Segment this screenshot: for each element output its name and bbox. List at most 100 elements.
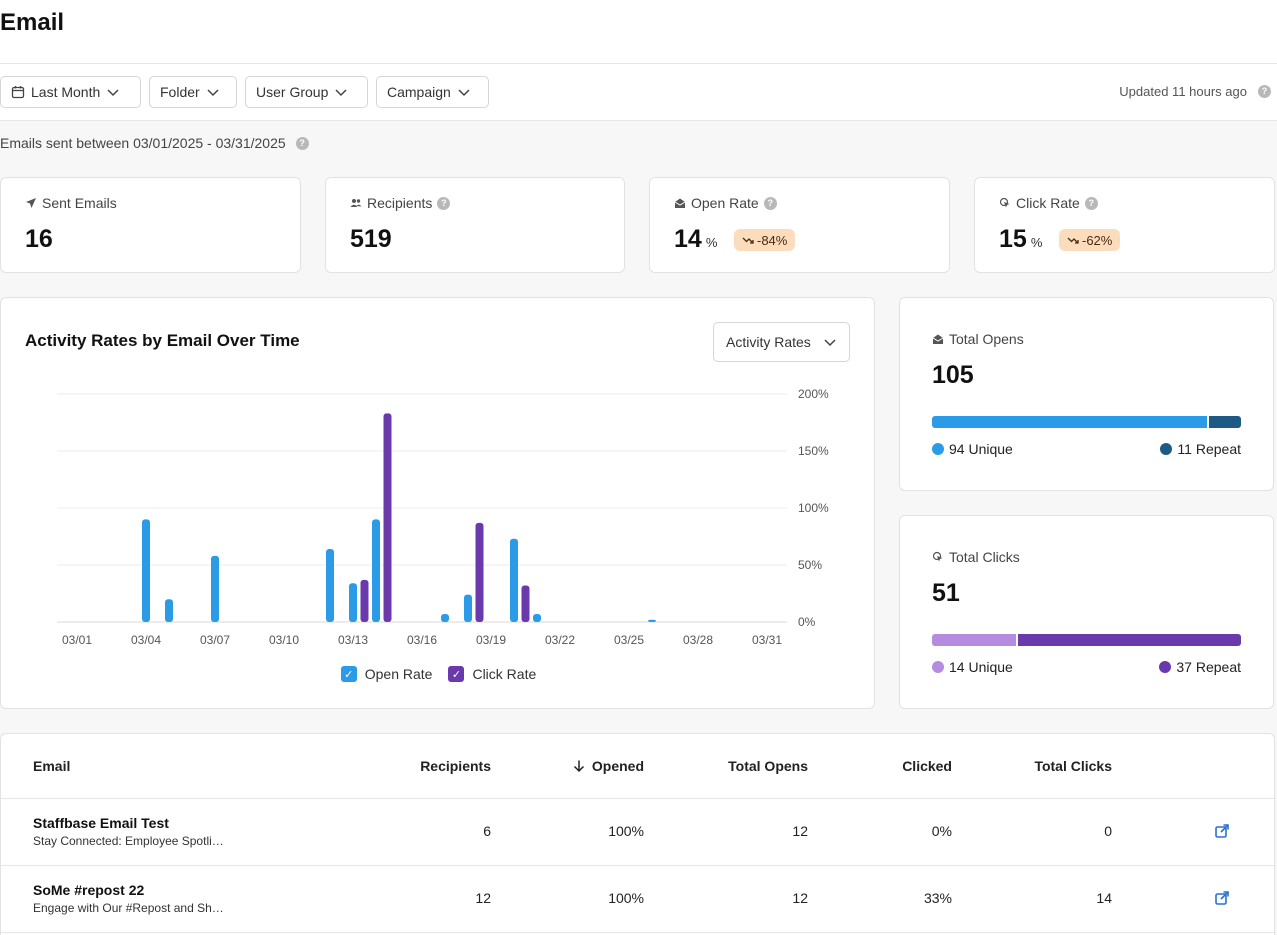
x-tick-label: 03/10 bbox=[269, 633, 299, 647]
kpi-card-open-rate: Open Rate ? 14% -84% bbox=[649, 177, 950, 273]
chevron-down-icon bbox=[207, 89, 219, 97]
table-row[interactable]: SoMe #repost 22 Engage with Our #Repost … bbox=[1, 866, 1274, 933]
cursor-click-icon bbox=[932, 551, 943, 562]
column-header-clicked[interactable]: Clicked bbox=[902, 758, 952, 774]
trend-badge: -62% bbox=[1059, 229, 1121, 251]
cell-total-opens: 12 bbox=[792, 890, 808, 906]
opens-repeat-segment bbox=[1208, 416, 1241, 428]
help-icon[interactable]: ? bbox=[437, 196, 451, 210]
checkbox-checked-icon[interactable]: ✓ bbox=[448, 666, 465, 682]
column-header-total-opens[interactable]: Total Opens bbox=[728, 758, 808, 774]
legend-open-rate[interactable]: ✓ Open Rate bbox=[340, 666, 432, 682]
cell-clicked: 0% bbox=[931, 823, 952, 839]
dot-icon bbox=[932, 443, 944, 455]
kpi-label: Sent Emails bbox=[25, 195, 117, 211]
recipients-label: Recipients bbox=[367, 195, 433, 211]
open-rate-bar bbox=[441, 614, 449, 622]
table-row[interactable]: Staffbase Email Test Stay Connected: Emp… bbox=[1, 799, 1274, 866]
email-table: Email Recipients Opened Total Opens Clic… bbox=[0, 733, 1275, 935]
legend-click-rate[interactable]: ✓ Click Rate bbox=[448, 666, 536, 682]
dot-icon bbox=[1159, 661, 1172, 673]
page-title: Email bbox=[0, 9, 65, 36]
date-range-filter[interactable]: Last Month bbox=[0, 76, 141, 108]
cell-opened: 100% bbox=[608, 823, 644, 839]
chart-metric-select-label: Activity Rates bbox=[726, 334, 811, 350]
help-icon[interactable]: ? bbox=[1084, 196, 1098, 210]
send-icon bbox=[26, 198, 36, 208]
chart-metric-select[interactable]: Activity Rates bbox=[713, 322, 850, 362]
kpi-card-click-rate: Click Rate ? 15% -62% bbox=[974, 177, 1275, 273]
checkbox-checked-icon[interactable]: ✓ bbox=[340, 666, 357, 682]
x-tick-label: 03/07 bbox=[200, 633, 230, 647]
total-opens-label: Total Opens bbox=[932, 331, 1024, 347]
x-tick-label: 03/31 bbox=[752, 633, 782, 647]
clicks-repeat-segment bbox=[1018, 634, 1241, 646]
click-rate-bar bbox=[360, 579, 369, 622]
folder-filter[interactable]: Folder bbox=[149, 76, 237, 108]
user-group-filter[interactable]: User Group bbox=[245, 76, 368, 108]
total-clicks-label: Total Clicks bbox=[932, 549, 1020, 565]
kpi-label: Recipients ? bbox=[350, 195, 451, 211]
x-tick-label: 03/22 bbox=[545, 633, 575, 647]
activity-chart-card: Activity Rates by Email Over Time Activi… bbox=[0, 297, 875, 709]
cell-recipients: 6 bbox=[483, 823, 491, 839]
trend-badge: -84% bbox=[734, 229, 796, 251]
open-rate-bar bbox=[372, 519, 380, 622]
help-icon[interactable]: ? bbox=[763, 196, 777, 210]
y-tick-label: 150% bbox=[798, 444, 829, 458]
open-rate-bar bbox=[648, 619, 656, 622]
external-link-icon[interactable] bbox=[1214, 823, 1230, 839]
chevron-down-icon bbox=[335, 89, 347, 97]
cell-total-clicks: 0 bbox=[1104, 823, 1112, 839]
clicks-unique-segment bbox=[932, 634, 1017, 646]
chevron-down-icon bbox=[458, 89, 470, 97]
help-icon[interactable]: ? bbox=[295, 136, 309, 150]
arrow-down-icon bbox=[573, 760, 584, 773]
opens-unique-text: 94 Unique bbox=[949, 441, 1013, 457]
envelope-open-icon bbox=[932, 334, 944, 344]
cell-opened: 100% bbox=[608, 890, 644, 906]
column-header-recipients[interactable]: Recipients bbox=[420, 758, 491, 774]
help-icon[interactable]: ? bbox=[1258, 85, 1271, 98]
sent-emails-value: 16 bbox=[25, 225, 53, 253]
open-rate-bar bbox=[510, 538, 518, 622]
x-tick-label: 03/19 bbox=[476, 633, 506, 647]
calendar-icon bbox=[11, 86, 25, 99]
chevron-down-icon bbox=[107, 89, 119, 97]
clicks-breakdown-bar bbox=[932, 634, 1241, 646]
column-header-total-clicks[interactable]: Total Clicks bbox=[1034, 758, 1112, 774]
x-tick-label: 03/13 bbox=[338, 633, 368, 647]
y-tick-label: 0% bbox=[798, 615, 816, 629]
page-header: Email bbox=[0, 0, 1277, 64]
column-header-opened[interactable]: Opened bbox=[572, 758, 644, 774]
open-rate-bar bbox=[464, 594, 472, 622]
campaign-filter[interactable]: Campaign bbox=[376, 76, 489, 108]
y-tick-label: 50% bbox=[798, 558, 822, 572]
chart-legend: ✓ Open Rate ✓ Click Rate bbox=[1, 666, 876, 682]
total-clicks-card: Total Clicks 51 14 Unique 37 Repeat bbox=[899, 515, 1274, 709]
clicks-repeat-text: 37 Repeat bbox=[1176, 659, 1241, 675]
chevron-down-icon bbox=[824, 339, 836, 347]
email-name[interactable]: SoMe #repost 22 bbox=[33, 882, 145, 898]
open-rate-bar bbox=[533, 614, 541, 622]
opens-repeat-legend: 11 Repeat bbox=[1160, 441, 1241, 457]
envelope-open-icon bbox=[674, 198, 686, 208]
x-tick-label: 03/25 bbox=[614, 633, 644, 647]
kpi-label: Click Rate ? bbox=[999, 195, 1098, 211]
email-subject: Engage with Our #Repost and Sh… bbox=[33, 901, 224, 915]
total-clicks-value: 51 bbox=[932, 579, 960, 607]
date-range-summary: Emails sent between 03/01/2025 - 03/31/2… bbox=[0, 135, 309, 151]
opens-repeat-text: 11 Repeat bbox=[1177, 441, 1241, 457]
column-header-email[interactable]: Email bbox=[33, 758, 71, 774]
trend-down-icon bbox=[742, 237, 754, 244]
email-name[interactable]: Staffbase Email Test bbox=[33, 815, 169, 831]
dot-icon bbox=[932, 661, 944, 673]
click-rate-bar bbox=[383, 413, 392, 622]
external-link-icon[interactable] bbox=[1214, 890, 1230, 906]
kpi-card-recipients: Recipients ? 519 bbox=[325, 177, 625, 273]
folder-filter-label: Folder bbox=[160, 84, 200, 100]
x-tick-label: 03/04 bbox=[131, 633, 161, 647]
open-rate-bar bbox=[349, 583, 357, 622]
users-icon bbox=[350, 199, 362, 207]
clicks-unique-text: 14 Unique bbox=[949, 659, 1013, 675]
